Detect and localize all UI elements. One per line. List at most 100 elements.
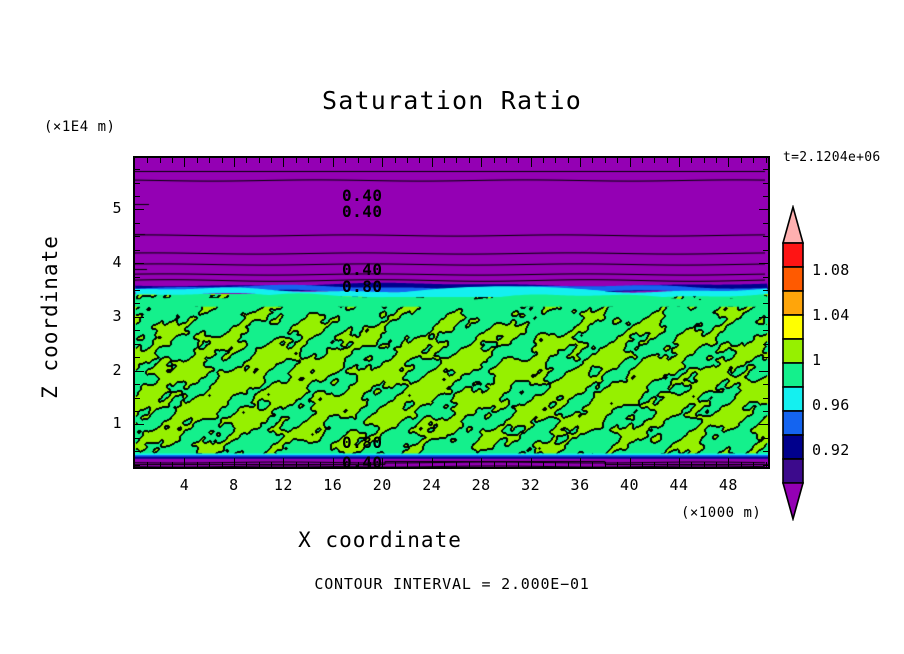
- x-tick: [567, 158, 569, 163]
- x-tick: [765, 462, 767, 467]
- y-tick: [135, 249, 140, 251]
- x-tick: [406, 462, 408, 467]
- y-tick: [763, 397, 768, 399]
- x-tick-label: 4: [179, 476, 190, 494]
- y-axis-units-label: (×1E4 m): [44, 119, 116, 135]
- y-tick: [135, 195, 140, 197]
- x-tick: [716, 462, 718, 467]
- x-tick: [617, 462, 619, 467]
- y-tick: [135, 236, 140, 238]
- x-tick: [641, 462, 643, 467]
- x-tick: [283, 158, 285, 167]
- x-tick-label: 32: [521, 476, 541, 494]
- x-tick: [209, 158, 211, 163]
- y-tick-label: 4: [112, 253, 122, 272]
- y-tick: [763, 276, 768, 278]
- x-tick: [270, 462, 272, 467]
- y-axis-title: Z coordinate: [38, 235, 62, 399]
- x-tick: [728, 158, 730, 167]
- y-tick: [759, 316, 768, 318]
- x-tick: [419, 158, 421, 163]
- y-tick: [135, 464, 140, 466]
- x-tick: [555, 462, 557, 467]
- x-tick-label: 20: [372, 476, 392, 494]
- x-tick: [740, 462, 742, 467]
- x-tick: [666, 158, 668, 163]
- y-tick: [135, 424, 144, 426]
- x-tick: [678, 458, 680, 467]
- colorbar-tick-label: 0.96: [812, 396, 850, 414]
- x-tick: [209, 462, 211, 467]
- x-tick: [221, 158, 223, 163]
- y-tick: [135, 357, 140, 359]
- y-tick: [135, 330, 140, 332]
- x-tick: [444, 462, 446, 467]
- x-tick: [172, 462, 174, 467]
- x-tick: [184, 458, 186, 467]
- x-tick: [431, 458, 433, 467]
- x-tick: [629, 458, 631, 467]
- x-tick: [678, 158, 680, 167]
- contour-plot-area: 0.40 0.40 0.40 0.80 0.80 0.40: [133, 156, 770, 469]
- y-tick: [135, 290, 140, 292]
- x-tick: [617, 158, 619, 163]
- x-tick: [592, 158, 594, 163]
- x-tick: [295, 158, 297, 163]
- y-tick: [759, 209, 768, 211]
- y-tick: [135, 410, 140, 412]
- y-tick: [135, 397, 140, 399]
- x-tick: [728, 458, 730, 467]
- x-tick: [196, 158, 198, 163]
- x-tick-label: 28: [471, 476, 491, 494]
- x-tick: [493, 158, 495, 163]
- x-tick: [221, 462, 223, 467]
- x-tick: [345, 158, 347, 163]
- colorbar-svg: [781, 205, 805, 521]
- y-tick: [135, 209, 144, 211]
- x-tick: [258, 462, 260, 467]
- x-tick-label: 44: [669, 476, 689, 494]
- contour-value-label: 0.80: [342, 433, 383, 452]
- x-tick: [283, 458, 285, 467]
- x-tick: [394, 462, 396, 467]
- x-tick: [406, 158, 408, 163]
- x-tick: [629, 158, 631, 167]
- x-tick: [753, 158, 755, 163]
- x-tick: [320, 462, 322, 467]
- x-tick-label: 16: [323, 476, 343, 494]
- x-tick: [419, 462, 421, 467]
- y-tick: [763, 343, 768, 345]
- y-tick: [135, 222, 140, 224]
- x-tick-label: 24: [422, 476, 442, 494]
- y-tick: [135, 263, 144, 265]
- x-tick: [518, 462, 520, 467]
- y-tick: [135, 343, 140, 345]
- x-tick: [580, 458, 582, 467]
- x-tick: [542, 462, 544, 467]
- x-tick: [444, 158, 446, 163]
- x-tick: [468, 462, 470, 467]
- x-axis-units-label: (×1000 m): [681, 505, 762, 521]
- x-tick: [493, 462, 495, 467]
- x-tick: [147, 158, 149, 163]
- x-tick: [394, 158, 396, 163]
- x-tick: [765, 158, 767, 163]
- x-tick: [530, 458, 532, 467]
- y-tick: [763, 222, 768, 224]
- x-tick: [184, 158, 186, 167]
- y-tick: [763, 290, 768, 292]
- y-tick-label: 3: [112, 306, 122, 325]
- x-tick: [641, 158, 643, 163]
- x-tick: [357, 158, 359, 163]
- contour-value-label: 0.40: [342, 453, 383, 469]
- x-tick-label: 8: [229, 476, 239, 494]
- x-tick: [592, 462, 594, 467]
- x-tick: [258, 158, 260, 163]
- y-tick: [135, 276, 140, 278]
- x-tick: [332, 458, 334, 467]
- y-tick: [763, 169, 768, 171]
- x-tick: [246, 462, 248, 467]
- colorbar-tick-label: 1.04: [812, 306, 850, 324]
- x-tick: [233, 158, 235, 167]
- x-tick: [345, 462, 347, 467]
